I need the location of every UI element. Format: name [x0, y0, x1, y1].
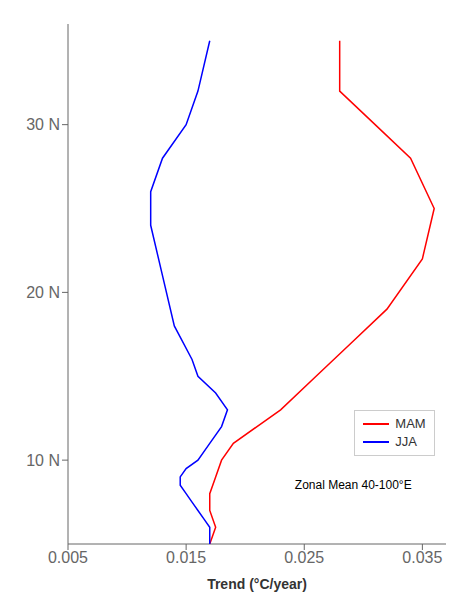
- svg-text:0.005: 0.005: [48, 549, 88, 566]
- svg-text:Trend (°C/year): Trend (°C/year): [207, 576, 307, 592]
- svg-text:30 N: 30 N: [26, 116, 60, 133]
- svg-text:10 N: 10 N: [26, 452, 60, 469]
- html-text:JJA: JJA: [395, 433, 417, 449]
- html-text:MAM: MAM: [395, 415, 426, 431]
- svg-text:20 N: 20 N: [26, 284, 60, 301]
- html-text:Zonal Mean 40-100°E: Zonal Mean 40-100°E: [294, 478, 412, 492]
- svg-text:0.025: 0.025: [284, 549, 324, 566]
- svg-text:0.015: 0.015: [166, 549, 206, 566]
- svg-text:0.035: 0.035: [402, 549, 442, 566]
